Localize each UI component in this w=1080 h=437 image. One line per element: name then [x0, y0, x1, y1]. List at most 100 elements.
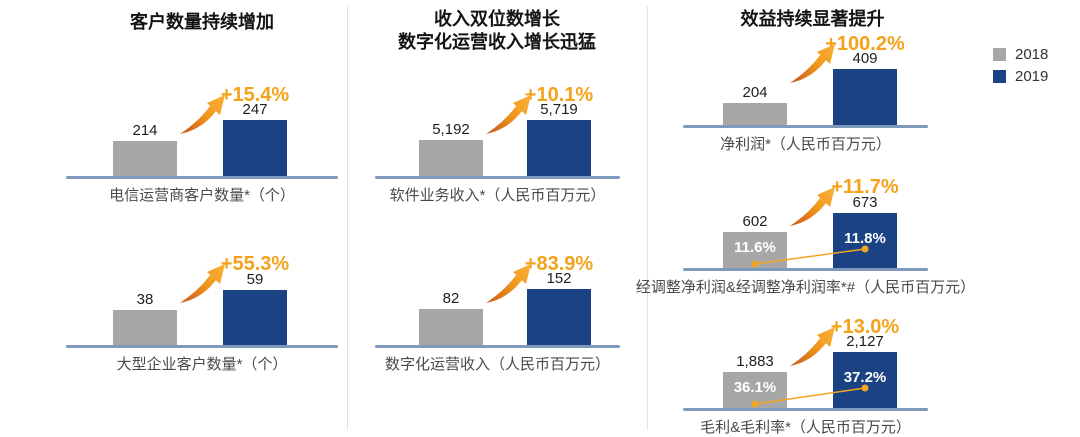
bar-2019 [223, 290, 287, 346]
plot-area: +10.1% 5,192 5,719 [375, 84, 620, 179]
rate-dot-2019 [861, 384, 869, 392]
bar-2019: 37.2% [833, 352, 897, 409]
column-divider-left [347, 6, 348, 430]
growth-arrow-icon [790, 327, 835, 366]
chart-caption: 软件业务收入*（人民币百万元） [389, 187, 606, 204]
growth-label: +100.2% [825, 33, 905, 55]
legend-swatch-2019 [993, 69, 1006, 83]
bar-group-2018: 214 [113, 122, 177, 177]
rate-connector-line [751, 245, 869, 268]
chart-digital-revenue: +83.9% 82 152 数字化运营收入（人民币百万元） [375, 253, 620, 378]
growth-arrow-icon [790, 187, 835, 226]
bar-2019 [833, 69, 897, 126]
chart-telecom-customers: +15.4% 214 247 电信运营商客户数量*（个） [66, 84, 338, 209]
plot-area: +15.4% 214 247 [66, 84, 338, 179]
column-title-line: 客户数量持续增加 [130, 12, 274, 32]
bar-value-2018: 82 [442, 290, 460, 307]
legend-item-2019: 2019 [993, 65, 1048, 87]
axis-baseline [66, 176, 338, 179]
bar-group-2018: 82 [419, 290, 483, 346]
bar-2019: 11.8% [833, 213, 897, 269]
bar-value-2018: 214 [132, 122, 158, 139]
bar-value-2019: 59 [246, 271, 264, 288]
bar-value-2018: 204 [742, 84, 768, 101]
chart-caption: 经调整净利润&经调整净利润率*#（人民币百万元） [635, 279, 976, 296]
plot-area: +100.2% 204 409 [683, 33, 928, 128]
column-divider-right [647, 6, 648, 430]
rate-dot-2019 [861, 245, 869, 253]
plot-area: +83.9% 82 152 [375, 253, 620, 348]
margin-rate-2018: 36.1% [733, 379, 777, 396]
legend-item-2018: 2018 [993, 43, 1048, 65]
bar-group-2019: 5,719 [527, 101, 591, 177]
bar-2018 [113, 141, 177, 177]
bar-group-2018: 204 [723, 84, 787, 126]
growth-arrow-icon [180, 95, 225, 134]
bar-group-2019: 247 [223, 101, 287, 177]
growth-arrow-icon [180, 264, 225, 303]
legend-label-2019: 2019 [1015, 67, 1049, 85]
chart-caption: 数字化运营收入（人民币百万元） [384, 356, 611, 373]
margin-rate-2018: 11.6% [734, 239, 776, 256]
column-title-customers: 客户数量持续增加 [66, 11, 338, 34]
axis-baseline [375, 345, 620, 348]
chart-gross-profit: +13.0% 1,883 36.1% 2,127 37.2% [683, 316, 928, 437]
bar-group-2019: 2,127 37.2% [833, 333, 897, 409]
bar-group-2019: 152 [527, 270, 591, 346]
growth-label: +13.0% [830, 316, 900, 338]
column-title-line: 效益持续显著提升 [740, 9, 885, 29]
axis-baseline [683, 408, 928, 411]
bar-group-2018: 602 11.6% [723, 213, 787, 269]
growth-label: +15.4% [220, 84, 290, 106]
bar-group-2018: 5,192 [419, 121, 483, 177]
margin-rate-2019: 11.8% [844, 229, 886, 247]
chart-caption: 电信运营商客户数量*（个） [109, 187, 295, 204]
chart-caption: 净利润*（人民币百万元） [720, 136, 891, 153]
bar-value-2018: 602 [742, 213, 768, 230]
axis-baseline [66, 345, 338, 348]
plot-area: +55.3% 38 59 [66, 253, 338, 348]
bar-value-2019: 409 [852, 50, 878, 67]
axis-baseline [683, 268, 928, 271]
growth-arrow-icon [486, 264, 531, 303]
bar-value-2019: 673 [852, 194, 878, 211]
bar-2018 [419, 309, 483, 346]
axis-baseline [683, 125, 928, 128]
bar-2019 [527, 120, 591, 177]
bar-2019 [223, 120, 287, 177]
chart-caption: 大型企业客户数量*（个） [116, 356, 288, 373]
growth-arrow-icon [790, 44, 835, 83]
bar-value-2018: 38 [136, 291, 154, 308]
bar-value-2019: 2,127 [846, 333, 884, 350]
bar-value-2018: 5,192 [432, 121, 470, 138]
chart-software-revenue: +10.1% 5,192 5,719 软件业务收入*（人民币百万元） [375, 84, 620, 209]
rate-dot-2018 [751, 260, 759, 268]
growth-label: +55.3% [220, 253, 290, 275]
plot-area: +13.0% 1,883 36.1% 2,127 37.2% [683, 316, 928, 411]
chart-caption: 毛利&毛利率*（人民币百万元） [700, 419, 911, 436]
rate-connector-line [751, 384, 869, 408]
column-title-line: 数字化运营收入增长迅猛 [398, 32, 596, 52]
bar-value-2019: 5,719 [540, 101, 578, 118]
bar-value-2018: 1,883 [736, 353, 774, 370]
growth-label: +10.1% [524, 84, 594, 106]
chart-enterprise-customers: +55.3% 38 59 大型企业客户数量*（个） [66, 253, 338, 378]
column-title-line: 收入双位数增长 [434, 9, 560, 29]
growth-label: +11.7% [831, 176, 899, 198]
bar-group-2019: 409 [833, 50, 897, 126]
legend-label-2018: 2018 [1015, 45, 1049, 63]
column-title-revenue: 收入双位数增长 数字化运营收入增长迅猛 [372, 8, 622, 54]
chart-net-profit: +100.2% 204 409 净利润*（人民币百万元） [683, 33, 928, 158]
bar-group-2019: 59 [223, 271, 287, 346]
bar-2018 [419, 140, 483, 177]
chart-adjusted-net-profit: +11.7% 602 11.6% 673 11.8% [636, 176, 975, 301]
growth-arrow-icon [486, 95, 531, 134]
growth-label: +83.9% [524, 253, 594, 275]
bar-value-2019: 247 [242, 101, 268, 118]
bar-group-2018: 38 [113, 291, 177, 346]
bar-value-2019: 152 [546, 270, 572, 287]
bar-2019 [527, 289, 591, 346]
legend: 2018 2019 [993, 43, 1048, 87]
bar-2018 [113, 310, 177, 346]
